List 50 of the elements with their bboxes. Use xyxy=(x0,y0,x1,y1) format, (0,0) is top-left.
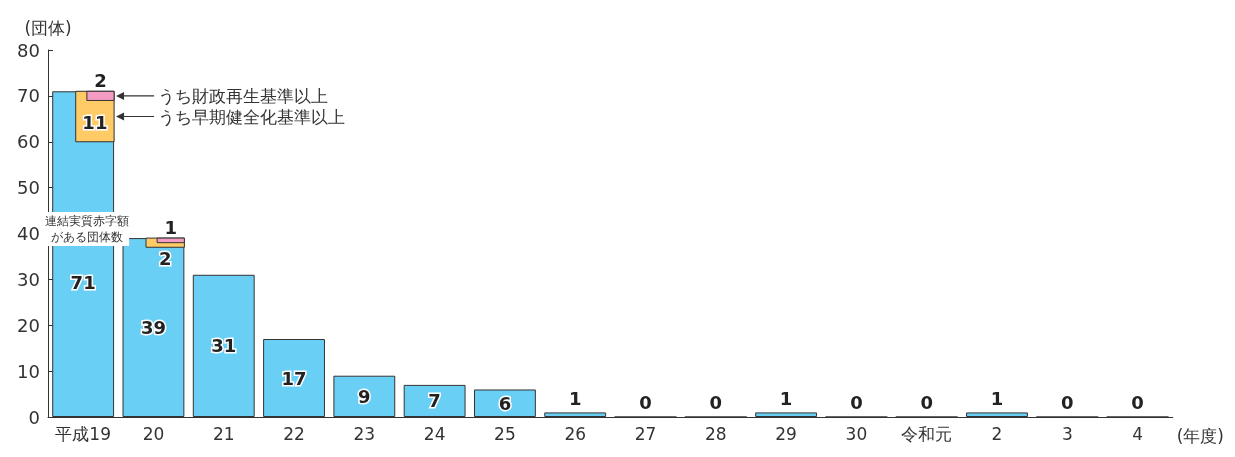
y-tick-label: 80 xyxy=(17,39,40,61)
x-axis-title: (年度) xyxy=(1176,425,1224,446)
data-label: 2 xyxy=(158,247,172,269)
x-tick-label: 30 xyxy=(845,423,868,444)
data-label: 1 xyxy=(164,216,178,238)
data-label: 1 xyxy=(990,387,1004,409)
data-label: 6 xyxy=(498,392,512,414)
legend-label: うち財政再生基準以上 xyxy=(158,85,329,106)
x-tick-label: 21 xyxy=(212,423,235,444)
data-label: 9 xyxy=(358,385,371,407)
y-axis-title: (団体) xyxy=(24,17,72,38)
x-tick-label: 令和元 xyxy=(901,423,953,444)
series-label: 連結実質赤字額がある団体数 xyxy=(45,213,130,244)
data-label: 7 xyxy=(428,390,441,412)
data-label: 0 xyxy=(920,392,933,413)
data-label: 0 xyxy=(850,392,863,413)
data-label: 17 xyxy=(281,367,307,389)
data-label: 1 xyxy=(568,387,582,409)
x-tick-label: 28 xyxy=(704,423,727,444)
data-label: 0 xyxy=(1131,392,1144,413)
data-label: 0 xyxy=(709,392,723,413)
x-tick-label: 24 xyxy=(423,423,446,444)
y-tick-label: 40 xyxy=(17,223,40,244)
y-tick-label: 70 xyxy=(17,85,40,107)
data-label: 0 xyxy=(1061,392,1074,413)
x-tick-label: 23 xyxy=(353,423,376,444)
x-tick-label: 4 xyxy=(1132,423,1143,444)
y-tick-label: 20 xyxy=(17,314,40,336)
x-tick-label: 20 xyxy=(142,423,165,444)
x-tick-label: 25 xyxy=(494,423,516,444)
data-label: 11 xyxy=(82,112,108,134)
data-label: 1 xyxy=(779,387,793,409)
x-tick-label: 26 xyxy=(564,423,587,444)
legend-label: うち早期健全化基準以上 xyxy=(158,106,346,127)
data-label: 31 xyxy=(211,335,237,357)
x-tick-label: 2 xyxy=(991,423,1003,444)
x-tick-label: 平成19 xyxy=(55,423,111,444)
y-tick-label: 10 xyxy=(17,360,40,382)
data-label: 71 xyxy=(70,271,96,293)
data-label: 2 xyxy=(94,69,107,91)
x-tick-label: 22 xyxy=(283,423,305,444)
x-tick-label: 3 xyxy=(1061,423,1073,444)
y-tick-label: 60 xyxy=(17,131,40,153)
data-label: 39 xyxy=(140,317,166,339)
data-label: 0 xyxy=(639,392,652,413)
x-tick-label: 27 xyxy=(634,423,657,444)
y-tick-label: 50 xyxy=(17,177,40,199)
y-tick-label: 0 xyxy=(28,406,40,428)
x-tick-label: 29 xyxy=(775,423,797,444)
y-tick-label: 30 xyxy=(17,268,40,290)
